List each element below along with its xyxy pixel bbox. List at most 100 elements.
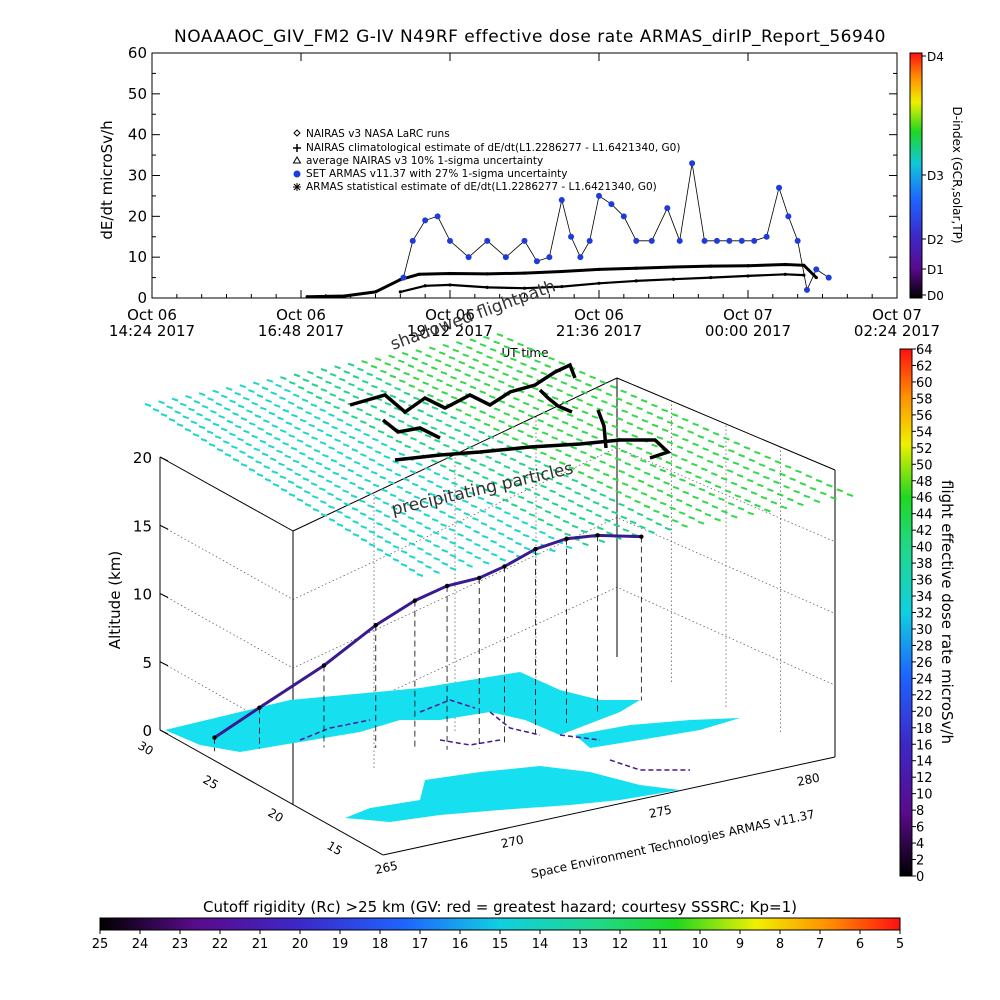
particle-mark: [530, 525, 537, 530]
grid-line: [159, 586, 836, 737]
map-coastline: [299, 699, 690, 771]
particle-mark: [599, 460, 606, 465]
particle-mark: [506, 477, 514, 482]
x-tick-label-date: Oct 06: [276, 306, 326, 324]
altitude-axis: 0 5 10 15 20: [133, 449, 169, 740]
particle-mark: [315, 395, 323, 400]
particle-mark: [651, 443, 658, 448]
particle-mark: [640, 491, 648, 496]
grid-line: [159, 517, 836, 669]
particle-mark: [360, 420, 367, 425]
particle-mark: [210, 409, 217, 414]
particle-mark: [438, 351, 446, 356]
particle-mark: [663, 481, 670, 485]
particle-mark: [494, 460, 502, 465]
particle-mark: [340, 476, 348, 481]
particle-mark: [422, 381, 429, 386]
particle-mark: [763, 508, 771, 513]
series-point-set-armas: [825, 274, 832, 281]
particle-mark: [403, 391, 411, 396]
legend-label: NAIRAS v3 NASA LaRC runs: [306, 128, 450, 140]
particle-mark: [352, 533, 360, 537]
particle-mark: [544, 509, 552, 514]
particle-mark: [701, 500, 709, 505]
particle-mark: [630, 394, 638, 399]
particle-mark: [222, 440, 230, 445]
particle-mark: [571, 425, 579, 430]
particle-mark: [744, 498, 751, 503]
particle-mark: [158, 400, 165, 405]
series-point-set-armas: [751, 237, 758, 244]
series-point-nairas-climatological: [597, 281, 601, 285]
particle-mark: [549, 456, 557, 461]
particle-mark: [620, 515, 628, 520]
dose-rate-tick-label: 58: [916, 392, 933, 407]
particle-mark: [591, 415, 599, 419]
particle-mark: [547, 423, 554, 428]
particle-mark: [481, 442, 489, 447]
particle-mark: [518, 409, 525, 414]
particle-mark: [229, 399, 236, 404]
particle-mark: [587, 475, 594, 480]
particle-mark: [459, 420, 467, 425]
particle-mark: [285, 421, 293, 426]
particle-mark: [329, 392, 337, 397]
particle-mark: [497, 472, 505, 477]
particle-mark: [613, 523, 621, 528]
particle-mark: [376, 548, 384, 552]
particle-mark: [488, 468, 495, 472]
x-tick-label-time: 00:00 2017: [705, 322, 791, 340]
particle-mark: [479, 509, 486, 514]
particle-mark: [490, 480, 498, 485]
series-point-armas-statistical: [783, 262, 787, 267]
particle-mark: [479, 390, 486, 395]
particle-mark: [277, 416, 284, 421]
particle-mark: [305, 443, 312, 448]
particle-mark: [636, 406, 643, 411]
particle-mark: [469, 385, 477, 390]
particle-mark: [319, 408, 326, 413]
particle-mark: [612, 477, 619, 482]
latitude-tick-label: 20: [266, 805, 286, 825]
particle-mark: [506, 364, 513, 369]
particle-mark: [360, 538, 368, 542]
particle-mark: [345, 422, 353, 427]
particle-mark: [527, 394, 535, 399]
particle-mark: [351, 507, 359, 512]
particle-mark: [358, 499, 366, 504]
particle-mark: [431, 518, 439, 523]
particle-mark: [509, 457, 517, 462]
particle-mark: [511, 437, 519, 441]
particle-mark: [512, 515, 520, 520]
particle-mark: [717, 444, 725, 449]
particle-mark: [671, 413, 679, 417]
particle-mark: [610, 444, 618, 449]
particle-mark: [503, 511, 511, 515]
top-y-axis-label: dE/dt microSv/h: [98, 120, 116, 239]
particle-mark: [720, 476, 728, 481]
particle-mark: [585, 382, 592, 387]
particle-mark: [615, 490, 623, 494]
particle-mark: [574, 458, 581, 463]
particle-mark: [204, 417, 212, 422]
particle-mark: [615, 536, 622, 541]
particle-mark: [716, 464, 724, 469]
particle-mark: [463, 433, 471, 438]
particle-mark: [569, 511, 577, 516]
longitude-axis: 265 270 275 280: [374, 770, 821, 876]
d-index-colorbar: D0 D1 D2 D3 D4 D-index (GCR,solar,TP): [909, 50, 964, 303]
particle-mark: [344, 528, 352, 532]
particle-mark: [334, 438, 341, 443]
particle-mark: [531, 538, 539, 543]
particle-mark: [370, 364, 378, 369]
particle-mark: [507, 549, 515, 554]
particle-mark: [431, 459, 438, 464]
particle-mark: [398, 498, 405, 503]
particle-mark: [383, 514, 391, 519]
cutoff-rigidity-tick-label: 22: [212, 937, 229, 952]
particle-mark: [334, 365, 341, 370]
particle-mark: [431, 406, 439, 411]
series-point-set-armas: [813, 266, 820, 273]
particle-mark: [621, 482, 629, 487]
latitude-tick-label: 30: [136, 738, 156, 758]
